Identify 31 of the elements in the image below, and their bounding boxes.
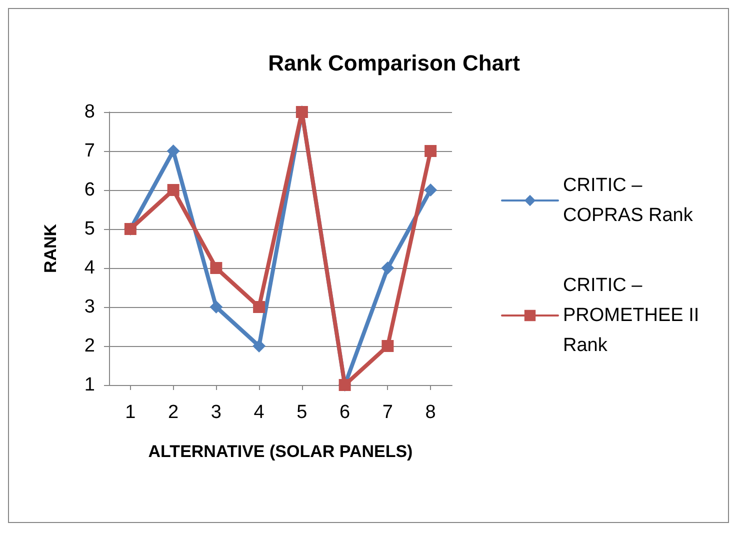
legend-label: CRITIC – PROMETHEE II Rank — [563, 275, 704, 356]
y-tick-label: 7 — [84, 140, 95, 162]
y-tick-label: 2 — [84, 336, 95, 356]
point — [167, 184, 180, 196]
chart-title: Rank Comparison Chart — [268, 50, 521, 76]
y-tick-label: 3 — [84, 296, 95, 318]
x-tick-label: 8 — [425, 402, 436, 423]
legend-label: CRITIC – COPRAS Rank — [563, 175, 694, 226]
y-tick-label: 6 — [84, 180, 95, 200]
point — [210, 262, 222, 274]
x-tick-label: 1 — [125, 402, 136, 423]
y-tick-label: 8 — [84, 102, 95, 122]
x-tick-label: 6 — [340, 402, 350, 423]
point — [382, 340, 394, 352]
point — [252, 340, 266, 352]
x-tick-label: 4 — [254, 402, 265, 423]
y-axis-title: RANK — [41, 223, 60, 274]
x-axis-title: ALTERNATIVE (SOLAR PANELS) — [148, 442, 413, 461]
x-tick-label: 7 — [382, 402, 393, 423]
y-tick-label: 1 — [84, 374, 95, 396]
point — [253, 301, 266, 313]
y-tick-label: 5 — [84, 218, 95, 240]
x-tick-label: 5 — [296, 402, 308, 423]
x-tick-label: 3 — [210, 402, 222, 423]
point — [166, 144, 180, 158]
point — [424, 145, 437, 157]
y-tick-label: 4 — [84, 258, 96, 278]
point — [210, 300, 223, 314]
x-tick-label: 2 — [168, 402, 179, 423]
point — [424, 184, 438, 196]
point — [381, 262, 394, 274]
